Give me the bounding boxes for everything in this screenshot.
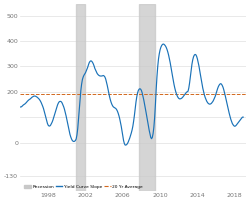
Bar [76,4,85,191]
Legend: Recession, Yield Curve Slope, 20 Yr Average: Recession, Yield Curve Slope, 20 Yr Aver… [22,183,144,190]
Bar [139,4,156,191]
